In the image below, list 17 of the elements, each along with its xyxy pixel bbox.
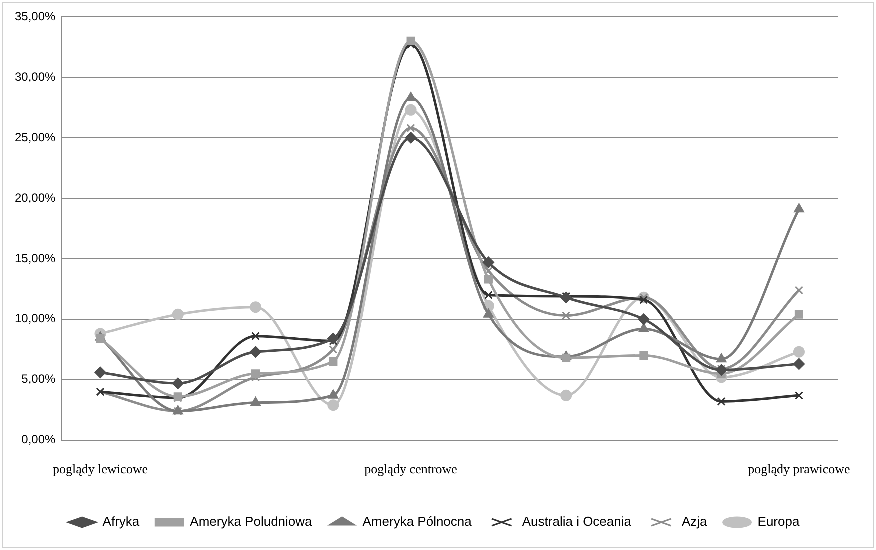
legend-label: Ameryka Poludniowa	[190, 514, 314, 530]
legend-label: Australia i Oceania	[522, 514, 632, 530]
y-tick-label: 30,00%	[14, 70, 56, 84]
y-tick-label: 35,00%	[14, 9, 56, 24]
y-tick-label: 25,00%	[14, 130, 56, 144]
y-tick-label: 10,00%	[14, 312, 56, 326]
y-tick-label: 5,00%	[22, 372, 56, 386]
y-tick-label: 0,00%	[22, 432, 56, 447]
x-tick-label: poglądy centrowe	[364, 462, 458, 477]
legend-label: Ameryka Pólnocna	[362, 514, 473, 530]
x-tick-label: poglądy lewicowe	[53, 462, 148, 477]
y-tick-label: 20,00%	[14, 190, 56, 205]
legend-label: Europa	[758, 514, 800, 530]
y-tick-label: 15,00%	[14, 251, 56, 266]
legend-label: Azja	[682, 514, 708, 530]
x-tick-label: poglądy prawicowe	[748, 462, 851, 477]
legend-label: Afryka	[102, 514, 140, 530]
